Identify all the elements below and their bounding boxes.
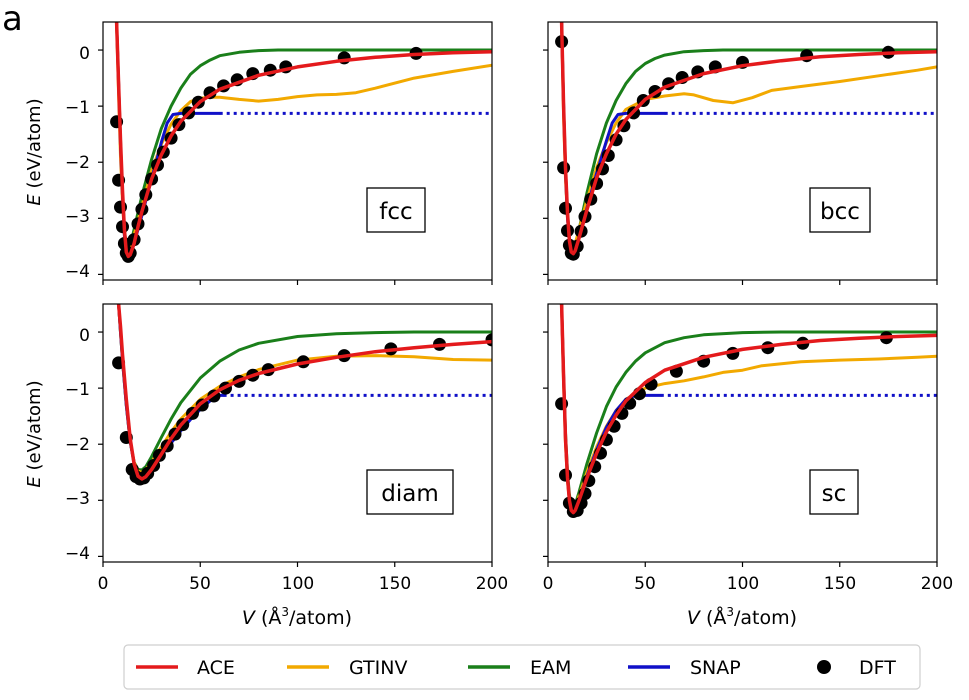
x-tick-label: 0 [98, 574, 109, 594]
panel-bcc-badge: bcc [809, 187, 871, 233]
panel-fcc-badge-box [366, 187, 426, 233]
x-tick-label: 0 [543, 574, 554, 594]
legend-label-ace: ACE [197, 657, 235, 679]
panel-diam-frame [102, 303, 493, 563]
y-axis-units: (eV/atom) [24, 380, 45, 476]
x-axis-close: /atom) [734, 607, 797, 629]
x-tick-label: 200 [476, 574, 508, 594]
y-axis-label: E (eV/atom) [24, 98, 45, 205]
series-line-ace-bcc [559, 22, 937, 256]
panel-diam: diam 0 −1 −2 −3 −4 E (eV/atom) 0 50 100 … [24, 303, 508, 629]
panel-fcc: fcc 0 −1 −2 −3 −4 E (eV/atom) [24, 21, 493, 285]
panel-fcc-series [98, 22, 493, 285]
x-tick-label: 150 [379, 574, 411, 594]
series-line-ace-diam [116, 304, 492, 481]
panel-diam-badge-box [366, 469, 454, 515]
panel-bcc-frame [547, 21, 938, 281]
x-tick-label: 150 [824, 574, 856, 594]
panel-bcc-plot-area [555, 22, 937, 261]
panel-fcc-label: fcc [379, 199, 412, 225]
x-axis-symbol: V [242, 607, 257, 629]
panel-diam-plot-area [112, 304, 492, 486]
x-axis-label: V (Å3/atom) [242, 605, 352, 629]
legend: ACE GTINV EAM SNAP DFT [123, 644, 921, 690]
series-line-eam-sc [560, 304, 937, 509]
y-tick-label: −4 [65, 262, 90, 282]
panel-diam-badge: diam [366, 469, 454, 515]
panel-sc-badge: sc [809, 469, 859, 515]
panel-letter: a [2, 0, 23, 39]
series-line-ace-fcc [114, 22, 492, 259]
panel-sc-badge-box [809, 469, 859, 515]
panel-fcc-badge: fcc [366, 187, 426, 233]
y-axis-symbol: E [24, 194, 45, 206]
series-line-gtinv-diam [117, 304, 492, 474]
panel-sc-plot-area [555, 304, 937, 518]
legend-entry-ace: ACE [136, 657, 235, 679]
x-tick-label: 200 [921, 574, 953, 594]
y-tick-label: −3 [65, 207, 90, 227]
panel-diam-label: diam [381, 481, 439, 507]
legend-label-dft: DFT [859, 657, 896, 679]
panel-bcc-badge-box [809, 187, 871, 233]
panel-bcc-label: bcc [820, 199, 860, 225]
x-axis-symbol: V [687, 607, 702, 629]
legend-label-gtinv: GTINV [349, 657, 407, 679]
x-axis-open: (Å [255, 606, 281, 629]
panel-fcc-frame [102, 21, 493, 281]
x-axis-sup: 3 [726, 605, 734, 619]
legend-entry-snap: SNAP [628, 657, 741, 679]
y-tick-label: −4 [65, 544, 90, 564]
y-tick-label: −2 [65, 435, 90, 455]
legend-entry-gtinv: GTINV [287, 657, 407, 679]
y-tick-label: −1 [65, 98, 90, 118]
panel-sc: sc 0 50 100 150 200 V (Å3/atom) [543, 303, 953, 629]
series-line-eam-diam [117, 304, 492, 472]
panel-sc-frame [547, 303, 938, 563]
y-tick-label: −2 [65, 153, 90, 173]
legend-entry-eam: EAM [468, 657, 571, 679]
legend-marker-dft [817, 660, 831, 674]
x-tick-label: 100 [282, 574, 314, 594]
legend-entry-dft: DFT [817, 657, 896, 679]
panel-bcc: bcc [543, 21, 938, 285]
x-tick-label: 50 [189, 574, 211, 594]
x-axis-sup: 3 [281, 605, 289, 619]
y-axis-label: E (eV/atom) [24, 380, 45, 487]
y-tick-label: 0 [79, 326, 90, 346]
y-tick-label: −1 [65, 380, 90, 400]
panel-sc-label: sc [822, 481, 847, 507]
legend-box [123, 644, 921, 690]
panel-bcc-series [543, 22, 938, 285]
dft-point-bcc [557, 161, 571, 175]
x-axis-label: V (Å3/atom) [687, 605, 797, 629]
panel-sc-series [543, 304, 938, 567]
x-tick-label: 100 [727, 574, 759, 594]
panel-fcc-plot-area [110, 22, 492, 263]
x-axis-close: /atom) [289, 607, 352, 629]
x-axis-open: (Å [700, 606, 726, 629]
legend-label-snap: SNAP [690, 657, 741, 679]
y-axis-symbol: E [24, 476, 45, 488]
y-tick-label: −3 [65, 489, 90, 509]
series-line-snap-sc [560, 304, 663, 513]
legend-label-eam: EAM [530, 657, 571, 679]
y-tick-label: 0 [79, 44, 90, 64]
y-axis-units: (eV/atom) [24, 98, 45, 194]
x-tick-label: 50 [634, 574, 656, 594]
panel-diam-series [98, 304, 493, 567]
series-line-ace-sc [559, 304, 937, 515]
